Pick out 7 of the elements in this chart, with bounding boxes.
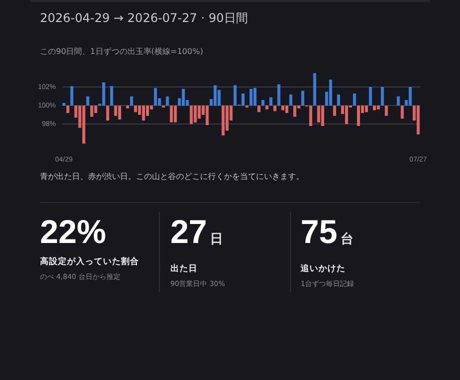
text: 追いかけた: [300, 263, 347, 275]
chart-title: 2026-04-29 → 2026-07-27 · 90日間: [40, 10, 248, 27]
text: 高設定が入っていた割合: [40, 256, 140, 268]
text: 青が出た日、赤が渋い日。この山と谷のどこに行くかを当てにいきます。: [40, 171, 304, 182]
text: 22%: [40, 212, 108, 252]
chart-subtitle: この90日間、1日ずつの出玉率(横線=100%): [40, 46, 204, 57]
text: 出た日: [170, 263, 198, 275]
